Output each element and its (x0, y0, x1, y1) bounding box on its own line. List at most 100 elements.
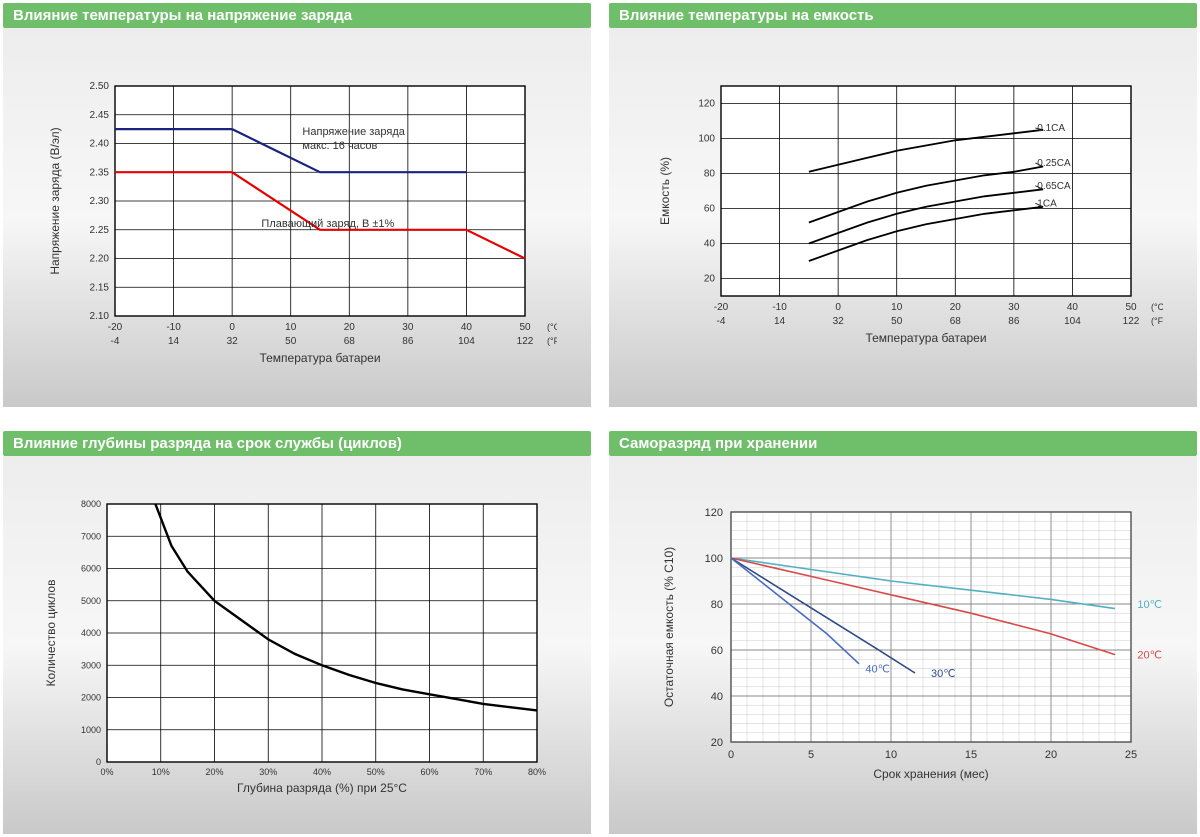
svg-text:Срок хранения (мес): Срок хранения (мес) (873, 767, 988, 781)
svg-text:20: 20 (711, 737, 723, 749)
svg-text:Остаточная емкость (% С10): Остаточная емкость (% С10) (662, 547, 676, 707)
svg-text:Емкость (%): Емкость (%) (658, 157, 672, 225)
svg-text:50%: 50% (367, 767, 385, 777)
svg-text:1000: 1000 (81, 725, 101, 735)
svg-text:2.45: 2.45 (90, 110, 110, 121)
svg-text:68: 68 (950, 316, 962, 327)
svg-text:86: 86 (1008, 316, 1020, 327)
svg-text:10: 10 (891, 302, 903, 313)
svg-text:25: 25 (1125, 749, 1137, 761)
panel-body: 0100020003000400050006000700080000%10%20… (3, 456, 591, 835)
svg-text:104: 104 (1064, 316, 1081, 327)
svg-text:(°C): (°C) (1151, 302, 1163, 312)
svg-text:15: 15 (965, 749, 977, 761)
svg-text:20: 20 (704, 274, 716, 285)
svg-text:Напряжение заряда (В/эл): Напряжение заряда (В/эл) (48, 128, 62, 275)
svg-text:32: 32 (227, 336, 239, 347)
svg-text:30: 30 (1008, 302, 1020, 313)
svg-text:20: 20 (950, 302, 962, 313)
chart-cycles-dod: 0100020003000400050006000700080000%10%20… (37, 492, 557, 802)
svg-text:4000: 4000 (81, 628, 101, 638)
panel-cycles-dod: Влияние глубины разряда на срок службы (… (3, 431, 591, 835)
svg-text:2.50: 2.50 (90, 81, 110, 92)
svg-text:122: 122 (517, 336, 534, 347)
svg-text:2.30: 2.30 (90, 196, 110, 207)
svg-text:10: 10 (285, 322, 297, 333)
panel-title: Влияние температуры на емкость (609, 3, 1197, 28)
svg-text:0.65CA: 0.65CA (1037, 181, 1071, 192)
chart-capacity-temp: 0.1CA0.25CA0.65CA1CA20406080100120-20-4-… (643, 64, 1163, 374)
svg-text:86: 86 (402, 336, 414, 347)
svg-text:40: 40 (711, 691, 723, 703)
svg-text:10℃: 10℃ (1137, 599, 1162, 611)
svg-text:2.10: 2.10 (90, 311, 110, 322)
svg-text:100: 100 (698, 134, 715, 145)
svg-text:(°C): (°C) (547, 322, 557, 332)
svg-text:Количество циклов: Количество циклов (44, 579, 58, 686)
svg-text:0%: 0% (100, 767, 113, 777)
svg-text:7000: 7000 (81, 531, 101, 541)
svg-text:30: 30 (402, 322, 414, 333)
svg-text:30%: 30% (259, 767, 277, 777)
svg-text:50: 50 (519, 322, 531, 333)
svg-text:2000: 2000 (81, 692, 101, 702)
panel-body: 10℃ 20℃ 30℃ 40℃ 20 40 60 80 100 120 0 5 10 15 20 25 Оста… (609, 456, 1197, 835)
svg-text:50: 50 (285, 336, 297, 347)
svg-text:0: 0 (835, 302, 841, 313)
svg-text:3000: 3000 (81, 660, 101, 670)
svg-text:10: 10 (885, 749, 897, 761)
panel-body: 2.102.152.202.252.302.352.402.452.50-20-… (3, 28, 591, 407)
svg-text:120: 120 (705, 507, 723, 519)
svg-text:60: 60 (711, 645, 723, 657)
svg-text:104: 104 (458, 336, 475, 347)
svg-text:-4: -4 (717, 316, 726, 327)
svg-text:20: 20 (344, 322, 356, 333)
svg-text:60%: 60% (420, 767, 438, 777)
panel-self-discharge: Саморазряд при хранении 10℃ 20℃ 30℃ 40℃ 20 40… (609, 431, 1197, 835)
svg-text:80%: 80% (528, 767, 546, 777)
svg-text:(°F): (°F) (547, 336, 557, 346)
panel-capacity-temp: Влияние температуры на емкость 0.1CA 0.25… (609, 3, 1197, 407)
svg-text:20: 20 (1045, 749, 1057, 761)
svg-text:14: 14 (168, 336, 180, 347)
svg-text:2.40: 2.40 (90, 139, 110, 150)
svg-text:Плавающий заряд, В ±1%: Плавающий заряд, В ±1% (261, 218, 394, 230)
svg-text:20℃: 20℃ (1137, 649, 1162, 661)
svg-text:60: 60 (704, 204, 716, 215)
svg-text:2.15: 2.15 (90, 283, 110, 294)
svg-text:5000: 5000 (81, 596, 101, 606)
panel-title: Влияние глубины разряда на срок службы (… (3, 431, 591, 456)
svg-text:0.25CA: 0.25CA (1037, 158, 1071, 169)
svg-text:-10: -10 (166, 322, 181, 333)
svg-text:-4: -4 (111, 336, 120, 347)
svg-text:30℃: 30℃ (931, 668, 956, 680)
svg-text:68: 68 (344, 336, 356, 347)
panel-body: 0.1CA0.25CA0.65CA1CA20406080100120-20-4-… (609, 28, 1197, 407)
svg-text:10%: 10% (152, 767, 170, 777)
svg-text:40: 40 (704, 239, 716, 250)
svg-text:0: 0 (229, 322, 235, 333)
svg-text:(°F): (°F) (1151, 316, 1163, 326)
svg-text:0: 0 (96, 757, 101, 767)
svg-text:-20: -20 (108, 322, 123, 333)
svg-text:100: 100 (705, 553, 723, 565)
svg-text:0.1CA: 0.1CA (1037, 123, 1065, 134)
svg-text:0: 0 (728, 749, 734, 761)
svg-text:2.20: 2.20 (90, 254, 110, 265)
svg-text:1CA: 1CA (1037, 199, 1057, 210)
svg-text:50: 50 (1125, 302, 1137, 313)
svg-text:2.35: 2.35 (90, 168, 110, 179)
svg-text:5: 5 (808, 749, 814, 761)
svg-text:Температура батареи: Температура батареи (259, 351, 380, 365)
svg-text:120: 120 (698, 99, 715, 110)
svg-text:50: 50 (891, 316, 903, 327)
panel-title: Саморазряд при хранении (609, 431, 1197, 456)
svg-text:40℃: 40℃ (865, 663, 890, 675)
panel-title: Влияние температуры на напряжение заряда (3, 3, 591, 28)
svg-text:80: 80 (711, 599, 723, 611)
svg-text:70%: 70% (474, 767, 492, 777)
panel-charge-voltage: Влияние температуры на напряжение заряда… (3, 3, 591, 407)
svg-text:8000: 8000 (81, 499, 101, 509)
svg-text:122: 122 (1123, 316, 1140, 327)
svg-text:Напряжение заряда: Напряжение заряда (302, 126, 405, 138)
